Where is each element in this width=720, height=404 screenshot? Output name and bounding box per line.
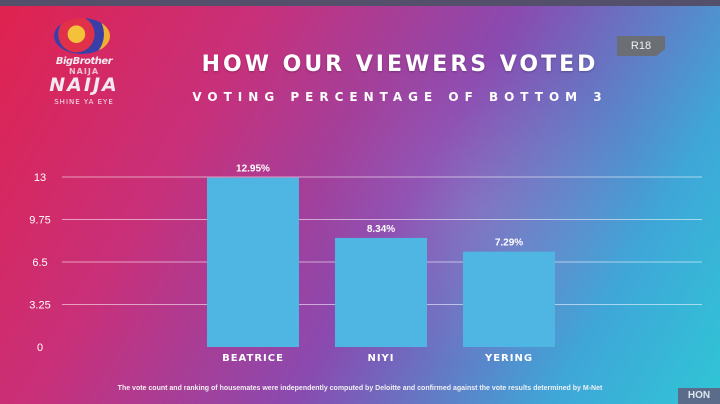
y-tick-label: 9.75 bbox=[29, 215, 50, 227]
y-tick-label: 3.25 bbox=[29, 300, 50, 312]
logo-tagline: SHINE YA EYE bbox=[54, 98, 114, 106]
eye-logo-icon bbox=[54, 18, 110, 54]
y-tick-label: 0 bbox=[37, 342, 43, 354]
logo-text-line1: BigBrother bbox=[55, 56, 113, 67]
data-label: 7.29% bbox=[495, 238, 523, 249]
x-tick-label: NIYI bbox=[367, 353, 394, 364]
corner-watermark: HON bbox=[678, 388, 720, 404]
chart-title: HOW OUR VIEWERS VOTED bbox=[201, 52, 599, 77]
top-strip bbox=[0, 0, 720, 6]
age-rating-badge: R18 bbox=[617, 36, 665, 56]
y-tick-label: 13 bbox=[34, 172, 46, 184]
data-label: 12.95% bbox=[236, 164, 270, 175]
data-label: 8.34% bbox=[367, 224, 395, 235]
x-tick-label: YERING bbox=[484, 353, 533, 364]
x-tick-label: BEATRICE bbox=[222, 353, 284, 364]
y-tick-label: 6.5 bbox=[32, 257, 47, 269]
logo-text-line2: NAIJA bbox=[68, 67, 100, 76]
chart-subtitle: VOTING PERCENTAGE OF BOTTOM 3 bbox=[192, 90, 608, 104]
logo-text-line3: NAIJA bbox=[49, 74, 119, 96]
footnote: The vote count and ranking of housemates… bbox=[117, 385, 603, 392]
bar bbox=[463, 251, 555, 347]
bar bbox=[335, 237, 427, 347]
show-logo: BigBrother NAIJA NAIJA SHINE YA EYE bbox=[44, 18, 124, 114]
bar bbox=[207, 177, 299, 347]
